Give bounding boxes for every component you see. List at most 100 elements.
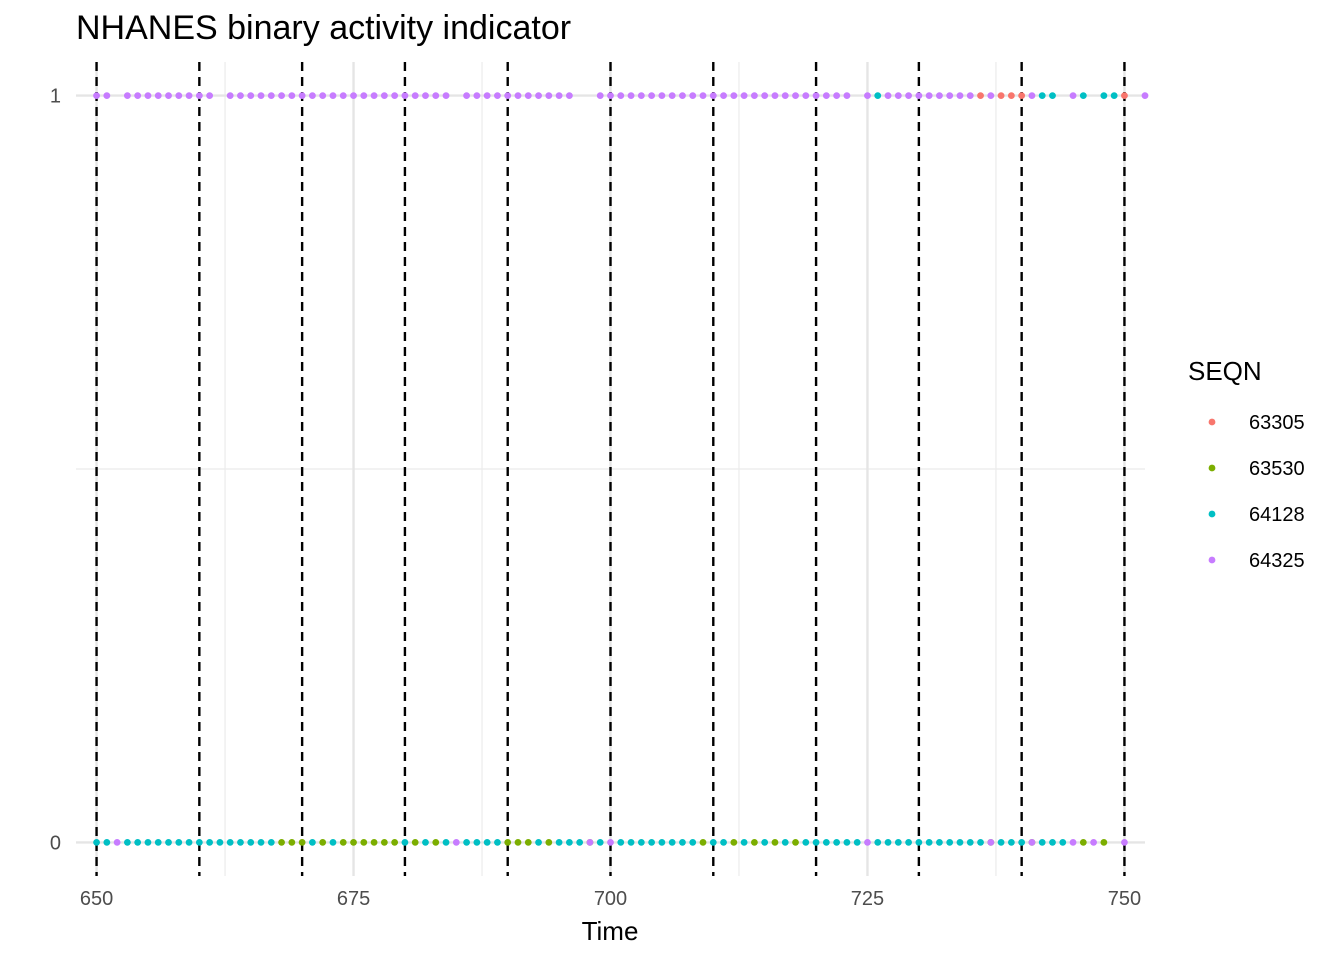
data-point [966, 838, 974, 846]
data-point [997, 92, 1005, 100]
data-point [483, 838, 491, 846]
data-point [627, 838, 635, 846]
data-point [915, 92, 923, 100]
data-point [607, 92, 614, 100]
data-point [720, 92, 727, 100]
data-point [1069, 92, 1077, 100]
x-tick-label: 675 [337, 888, 370, 910]
data-point [226, 838, 234, 846]
data-point [617, 92, 625, 100]
data-point [206, 92, 214, 100]
data-point [1049, 92, 1056, 100]
data-point [545, 838, 553, 846]
data-point [278, 92, 285, 100]
data-point [987, 92, 995, 100]
legend-item: 64128 [1208, 504, 1305, 526]
data-point [1110, 92, 1118, 100]
data-point [309, 92, 316, 100]
data-point [751, 92, 758, 100]
data-point [195, 92, 203, 100]
series-63305 [977, 92, 1128, 100]
data-point [380, 838, 388, 846]
data-point [730, 92, 738, 100]
data-point [607, 838, 614, 846]
data-point [535, 838, 542, 846]
data-point [956, 838, 964, 846]
data-point [637, 92, 645, 100]
legend-label: 64325 [1249, 550, 1305, 572]
data-point [237, 838, 244, 846]
data-point [134, 92, 142, 100]
data-point [925, 838, 933, 846]
data-point [936, 92, 943, 100]
legend-label: 64128 [1249, 504, 1305, 526]
data-point [329, 838, 337, 846]
data-point [1141, 92, 1149, 100]
legend-label: 63530 [1249, 458, 1305, 480]
data-point [637, 838, 645, 846]
data-point [144, 838, 152, 846]
data-point [185, 838, 193, 846]
data-point [422, 838, 429, 846]
data-point [833, 92, 841, 100]
data-point [915, 838, 923, 846]
data-point [565, 92, 573, 100]
data-point [1121, 92, 1128, 100]
data-point [165, 92, 172, 100]
legend-item: 64325 [1208, 550, 1305, 572]
data-point [452, 838, 460, 846]
data-point [874, 838, 882, 846]
data-point [134, 838, 142, 846]
data-point [370, 838, 378, 846]
data-point [966, 92, 974, 100]
data-point [792, 92, 799, 100]
axis-ticks: 650 675 700 725 750 0 1 [50, 86, 1141, 910]
data-point [154, 838, 162, 846]
data-point [709, 92, 717, 100]
data-point [802, 92, 810, 100]
data-point [555, 838, 563, 846]
data-point [709, 838, 717, 846]
data-point [1121, 838, 1128, 846]
data-point [987, 838, 995, 846]
data-point [473, 92, 481, 100]
data-point [93, 838, 100, 846]
data-point [864, 92, 871, 100]
data-point [679, 92, 686, 100]
data-point [576, 838, 584, 846]
data-point [380, 92, 388, 100]
data-point [1038, 92, 1046, 100]
data-point [751, 838, 758, 846]
data-point [103, 92, 111, 100]
data-point [422, 92, 429, 100]
x-tick-label: 700 [594, 888, 627, 910]
data-point [401, 92, 409, 100]
data-point [864, 838, 871, 846]
data-point [822, 838, 830, 846]
data-point [1100, 92, 1108, 100]
data-point [617, 838, 625, 846]
data-point [514, 92, 522, 100]
data-point [350, 838, 357, 846]
data-point [483, 92, 491, 100]
data-point [1090, 838, 1098, 846]
data-point [668, 838, 676, 846]
data-point [699, 92, 707, 100]
data-point [257, 838, 265, 846]
y-tick-label: 0 [50, 832, 61, 854]
data-point [494, 92, 501, 100]
data-point [545, 92, 553, 100]
data-point [648, 838, 656, 846]
legend-item: 63530 [1208, 458, 1305, 480]
data-point [195, 838, 203, 846]
data-point [144, 92, 152, 100]
data-point [411, 92, 419, 100]
legend-key [1208, 418, 1216, 426]
data-point [956, 92, 964, 100]
data-point [504, 92, 512, 100]
data-point [1059, 838, 1067, 846]
data-point [740, 838, 748, 846]
data-point [771, 838, 779, 846]
data-point [237, 92, 244, 100]
